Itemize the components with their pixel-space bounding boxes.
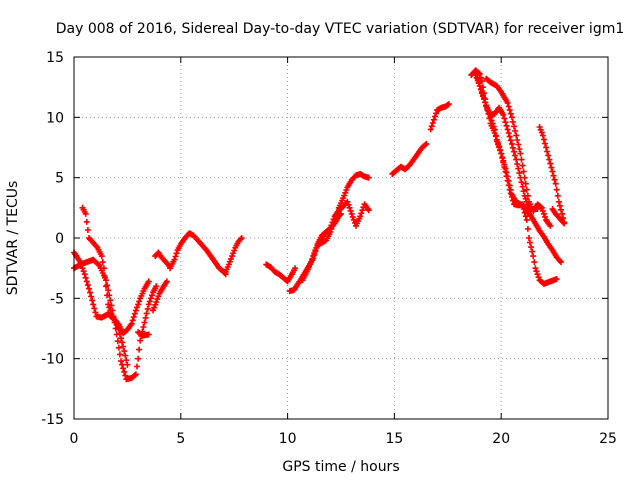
series-markers: [536, 124, 568, 226]
y-axis: -15 -10 -5 0 5 10 15: [41, 50, 608, 428]
y-axis-label: SDTVAR / TECUs: [5, 181, 21, 296]
x-tick-label: 25: [599, 431, 617, 447]
y-tick-label: 10: [46, 110, 64, 126]
series-markers: [263, 261, 299, 285]
x-tick-label: 0: [70, 431, 79, 447]
series-markers: [222, 235, 245, 275]
series-markers: [152, 249, 173, 269]
x-tick-label: 15: [385, 431, 403, 447]
series-markers: [79, 204, 122, 328]
series-markers: [316, 198, 372, 247]
x-axis-label: GPS time / hours: [282, 459, 399, 475]
data-series-14: [335, 171, 372, 211]
series-markers: [474, 75, 541, 212]
y-tick-label: 15: [46, 50, 64, 66]
data-series-5: [135, 329, 152, 339]
data-series-10: [263, 261, 299, 285]
data-series-21: [536, 124, 568, 226]
chart-title: Day 008 of 2016, Sidereal Day-to-day VTE…: [56, 21, 625, 37]
data-series-15: [389, 140, 430, 177]
series-markers: [549, 206, 568, 227]
y-tick-label: -5: [50, 291, 64, 307]
y-tick-label: -15: [41, 412, 64, 428]
data-series-7: [152, 249, 173, 269]
series-markers: [150, 278, 170, 314]
data-series-9: [222, 235, 245, 275]
x-tick-label: 10: [279, 431, 297, 447]
series-markers: [427, 101, 452, 133]
y-tick-label: -10: [41, 352, 64, 368]
data-series-3: [79, 204, 122, 328]
x-tick-label: 20: [492, 431, 510, 447]
x-axis: 0 5 10 15 20 25: [70, 57, 617, 447]
data-series-8: [167, 230, 229, 278]
data-series-13: [316, 198, 372, 247]
series-markers: [115, 278, 152, 337]
data-series-16: [427, 101, 452, 133]
series-markers: [389, 140, 430, 177]
data-series-22: [549, 206, 568, 227]
y-tick-label: 0: [55, 231, 64, 247]
series-markers: [335, 171, 372, 211]
series-markers: [135, 329, 152, 339]
x-tick-label: 5: [176, 431, 185, 447]
series-markers: [167, 230, 229, 278]
data-series-6: [150, 278, 170, 314]
data-points: [71, 67, 568, 383]
data-series-4: [115, 278, 152, 337]
y-tick-label: 5: [55, 171, 64, 187]
data-series-20: [474, 75, 541, 212]
